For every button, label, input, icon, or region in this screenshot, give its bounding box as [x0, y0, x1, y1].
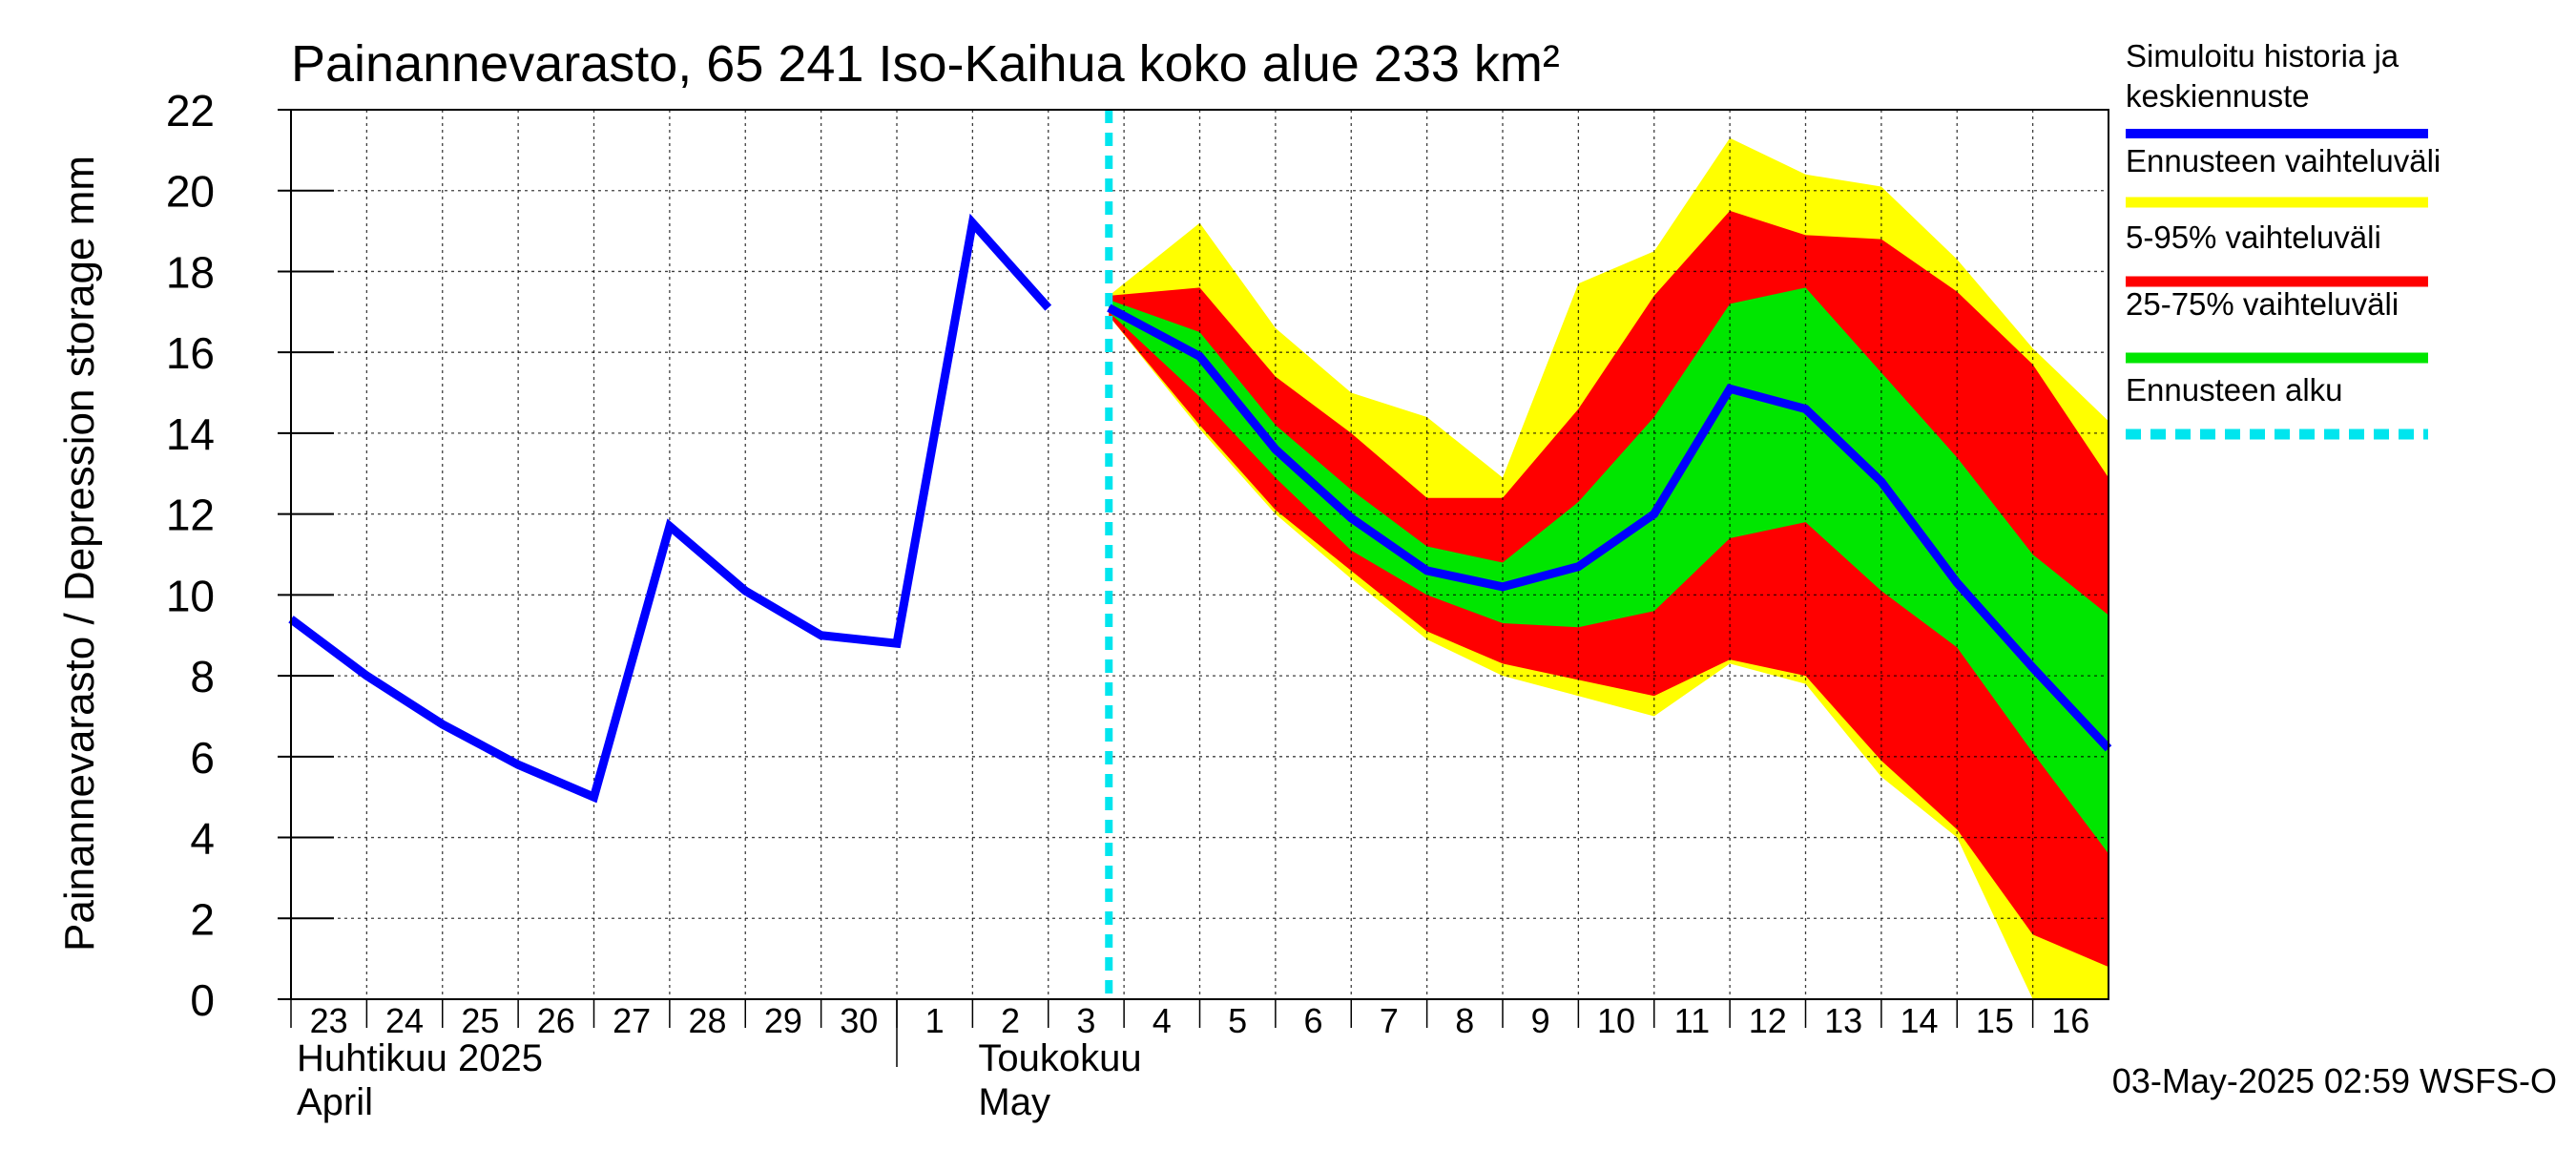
- x-tick-label: 30: [840, 1001, 878, 1040]
- y-tick-label: 8: [190, 652, 215, 701]
- x-tick-label: 26: [537, 1001, 575, 1040]
- x-tick-label: 8: [1455, 1001, 1474, 1040]
- legend-label: Simuloitu historia ja: [2126, 38, 2399, 73]
- y-tick-label: 16: [166, 328, 215, 378]
- y-tick-label: 18: [166, 247, 215, 297]
- x-tick-label: 27: [613, 1001, 651, 1040]
- legend-label: 25-75% vaihteluväli: [2126, 286, 2399, 322]
- legend-label: Ennusteen vaihteluväli: [2126, 143, 2441, 178]
- legend-label: 5-95% vaihteluväli: [2126, 220, 2381, 255]
- x-tick-label: 1: [925, 1001, 945, 1040]
- y-tick-label: 14: [166, 409, 215, 459]
- month-label: Toukokuu: [978, 1037, 1141, 1079]
- y-tick-label: 12: [166, 491, 215, 540]
- x-tick-label: 4: [1153, 1001, 1172, 1040]
- month-label-english: April: [297, 1081, 373, 1123]
- y-tick-label: 20: [166, 167, 215, 217]
- band-25-75: [1109, 287, 2109, 854]
- x-tick-label: 16: [2051, 1001, 2089, 1040]
- month-label-english: May: [978, 1081, 1050, 1123]
- x-tick-label: 15: [1976, 1001, 2014, 1040]
- x-tick-label: 5: [1228, 1001, 1247, 1040]
- x-tick-label: 12: [1749, 1001, 1787, 1040]
- legend-label: keskiennuste: [2126, 78, 2310, 114]
- legend: Simuloitu historia ja keskiennuste Ennuste…: [2126, 38, 2441, 440]
- x-tick-label: 11: [1674, 1001, 1710, 1040]
- series-lines: [288, 110, 2112, 999]
- x-tick-label: 23: [310, 1001, 348, 1040]
- x-tick-label: 25: [461, 1001, 499, 1040]
- month-label: Huhtikuu 2025: [297, 1037, 543, 1079]
- y-tick-label: 0: [190, 975, 215, 1025]
- x-tick-label: 9: [1531, 1001, 1550, 1040]
- x-tick-label: 14: [1901, 1001, 1939, 1040]
- y-tick-label: 4: [190, 814, 215, 864]
- y-axis-label: Painannevarasto / Depression storage mm: [56, 156, 103, 951]
- axes: [278, 109, 2109, 1067]
- history-line: [288, 213, 1052, 804]
- y-tick-label: 2: [190, 894, 215, 944]
- x-tick-label: 10: [1597, 1001, 1635, 1040]
- x-tick-label: 28: [689, 1001, 727, 1040]
- x-tick-label: 24: [385, 1001, 424, 1040]
- legend-label: Ennusteen alku: [2126, 372, 2343, 408]
- y-tick-label: 6: [190, 733, 215, 783]
- x-tick-label: 7: [1380, 1001, 1399, 1040]
- x-tick-label: 3: [1076, 1001, 1095, 1040]
- x-tick-label: 6: [1304, 1001, 1323, 1040]
- timestamp-footer: 03-May-2025 02:59 WSFS-O: [2112, 1061, 2557, 1100]
- y-tick-label: 10: [166, 571, 215, 620]
- chart-title: Painannevarasto, 65 241 Iso-Kaihua koko …: [291, 35, 1560, 93]
- x-tick-label: 2: [1001, 1001, 1020, 1040]
- median-forecast-line: [1107, 303, 2112, 752]
- forecast-bands: [1109, 137, 2109, 999]
- y-tick-label: 22: [166, 86, 215, 136]
- x-tick-label: 13: [1824, 1001, 1862, 1040]
- x-tick-label: 29: [764, 1001, 802, 1040]
